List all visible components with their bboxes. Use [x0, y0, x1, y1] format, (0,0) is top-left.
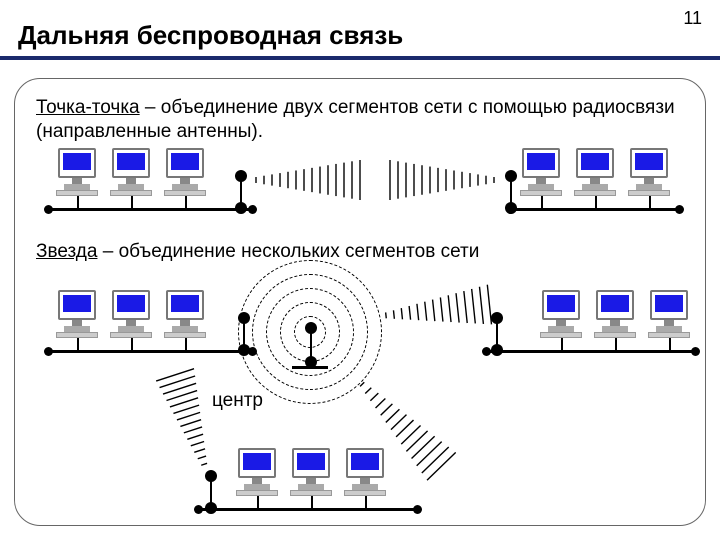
- center-label: центр: [212, 390, 263, 412]
- bus-line: [48, 350, 253, 353]
- computer-icon: [540, 290, 582, 338]
- computer-icon: [648, 290, 690, 338]
- paragraph-point-to-point: Точка-точка – объединение двух сегментов…: [36, 96, 676, 144]
- computer-icon: [628, 148, 670, 196]
- computer-icon: [56, 148, 98, 196]
- bus-line: [48, 208, 253, 211]
- computer-icon: [574, 148, 616, 196]
- computer-icon: [164, 148, 206, 196]
- antenna-icon: [510, 176, 512, 208]
- bus-line: [198, 508, 418, 511]
- antenna-icon: [210, 476, 212, 508]
- radio-beam: [250, 160, 364, 200]
- page-number: 11: [683, 8, 702, 29]
- computer-icon: [164, 290, 206, 338]
- computer-icon: [56, 290, 98, 338]
- bus-line: [510, 208, 680, 211]
- bus-line: [486, 350, 696, 353]
- computer-icon: [290, 448, 332, 496]
- computer-icon: [110, 290, 152, 338]
- term-star: Звезда: [36, 241, 97, 262]
- antenna-icon: [496, 318, 498, 350]
- slide-title: Дальняя беспроводная связь: [18, 20, 403, 51]
- computer-icon: [110, 148, 152, 196]
- title-underline: [0, 56, 720, 60]
- computer-icon: [344, 448, 386, 496]
- computer-icon: [236, 448, 278, 496]
- computer-icon: [520, 148, 562, 196]
- computer-icon: [594, 290, 636, 338]
- antenna-icon: [240, 176, 242, 208]
- term-point-to-point: Точка-точка: [36, 97, 140, 118]
- radio-beam: [386, 160, 500, 200]
- paragraph-star: Звезда – объединение нескольких сегменто…: [36, 240, 676, 264]
